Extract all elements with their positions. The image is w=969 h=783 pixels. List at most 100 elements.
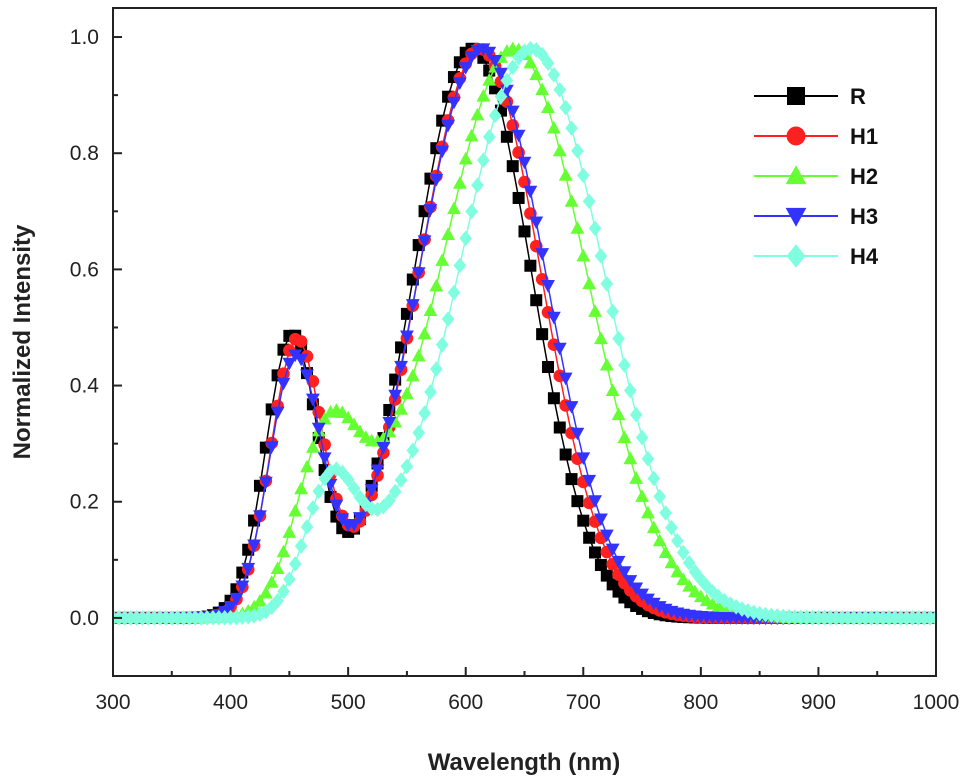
legend-marker xyxy=(786,244,806,268)
data-point xyxy=(247,608,261,624)
legend-marker xyxy=(787,87,805,105)
data-point xyxy=(582,276,597,290)
data-point xyxy=(441,119,455,133)
data-point xyxy=(629,471,644,484)
data-point xyxy=(471,177,484,194)
data-point xyxy=(435,336,449,353)
data-point xyxy=(365,500,378,517)
data-point xyxy=(341,471,355,488)
x-tick-label: 600 xyxy=(448,691,483,714)
legend-marker xyxy=(785,207,807,227)
data-point xyxy=(477,152,490,169)
data-point xyxy=(429,173,444,187)
data-point xyxy=(576,167,590,184)
data-point xyxy=(670,564,685,578)
data-point xyxy=(283,571,296,587)
data-point xyxy=(424,384,437,400)
data-point xyxy=(530,294,543,307)
data-point xyxy=(388,389,403,403)
data-point xyxy=(553,81,567,98)
data-point xyxy=(552,342,567,356)
data-point xyxy=(364,484,379,497)
data-point xyxy=(494,88,508,105)
legend-label: H1 xyxy=(850,124,878,149)
data-point xyxy=(417,326,432,340)
data-point xyxy=(417,235,432,248)
y-tick-label: 1.0 xyxy=(70,26,99,49)
data-point xyxy=(288,556,302,572)
data-point xyxy=(541,100,555,114)
data-point xyxy=(423,204,438,217)
data-point xyxy=(318,438,331,451)
data-point xyxy=(335,464,349,481)
data-point xyxy=(294,538,308,554)
data-point xyxy=(430,361,443,377)
data-point xyxy=(641,451,655,467)
data-point xyxy=(617,566,632,579)
data-point xyxy=(288,349,303,363)
data-point xyxy=(652,533,667,547)
data-point xyxy=(623,575,638,588)
data-point xyxy=(594,513,608,527)
data-point xyxy=(294,335,308,348)
data-point xyxy=(641,593,655,607)
data-point xyxy=(676,572,691,585)
data-point xyxy=(594,559,607,572)
data-point xyxy=(535,248,550,261)
data-point xyxy=(570,427,585,441)
data-point xyxy=(452,176,467,189)
data-point xyxy=(305,440,320,453)
data-point xyxy=(559,99,572,116)
data-point xyxy=(576,248,591,262)
data-point xyxy=(353,489,367,506)
data-point xyxy=(646,597,661,611)
data-point xyxy=(523,55,538,69)
data-point xyxy=(488,107,502,124)
data-point xyxy=(400,386,414,400)
data-point xyxy=(335,405,350,418)
data-point xyxy=(359,496,373,513)
data-point xyxy=(447,201,461,215)
series-line-r xyxy=(113,47,936,619)
data-point xyxy=(494,67,508,81)
data-point xyxy=(606,303,619,320)
data-point xyxy=(347,518,361,532)
series-line-h3 xyxy=(113,48,936,619)
data-point xyxy=(464,128,479,142)
data-point xyxy=(271,592,284,609)
data-point xyxy=(506,160,519,173)
data-point xyxy=(248,514,261,527)
data-point xyxy=(470,107,485,121)
data-point xyxy=(418,405,431,422)
y-tick-label: 0.6 xyxy=(70,258,99,281)
series-h4 xyxy=(113,40,936,626)
y-tick-label: 0.0 xyxy=(70,607,99,630)
series-h3 xyxy=(113,43,936,626)
data-point xyxy=(300,369,314,382)
series-layer xyxy=(113,40,936,626)
legend-label: R xyxy=(850,84,866,109)
data-point xyxy=(647,470,661,487)
data-point xyxy=(536,328,549,341)
legend-item-h2: H2 xyxy=(754,164,878,189)
data-point xyxy=(565,473,578,486)
data-point xyxy=(370,464,385,478)
data-point xyxy=(435,145,450,159)
data-point xyxy=(482,46,497,60)
data-point xyxy=(723,596,737,612)
data-point xyxy=(318,470,331,487)
data-point xyxy=(583,531,596,544)
data-point xyxy=(929,610,936,626)
data-point xyxy=(411,267,426,280)
data-point xyxy=(376,431,391,444)
data-point xyxy=(558,168,573,181)
data-point xyxy=(282,357,297,371)
data-point xyxy=(547,392,560,405)
data-point xyxy=(658,545,673,558)
data-point xyxy=(394,360,408,374)
data-point xyxy=(347,480,361,497)
data-point xyxy=(458,151,473,165)
data-point xyxy=(394,402,408,415)
data-point xyxy=(235,580,250,594)
data-point xyxy=(253,606,267,623)
